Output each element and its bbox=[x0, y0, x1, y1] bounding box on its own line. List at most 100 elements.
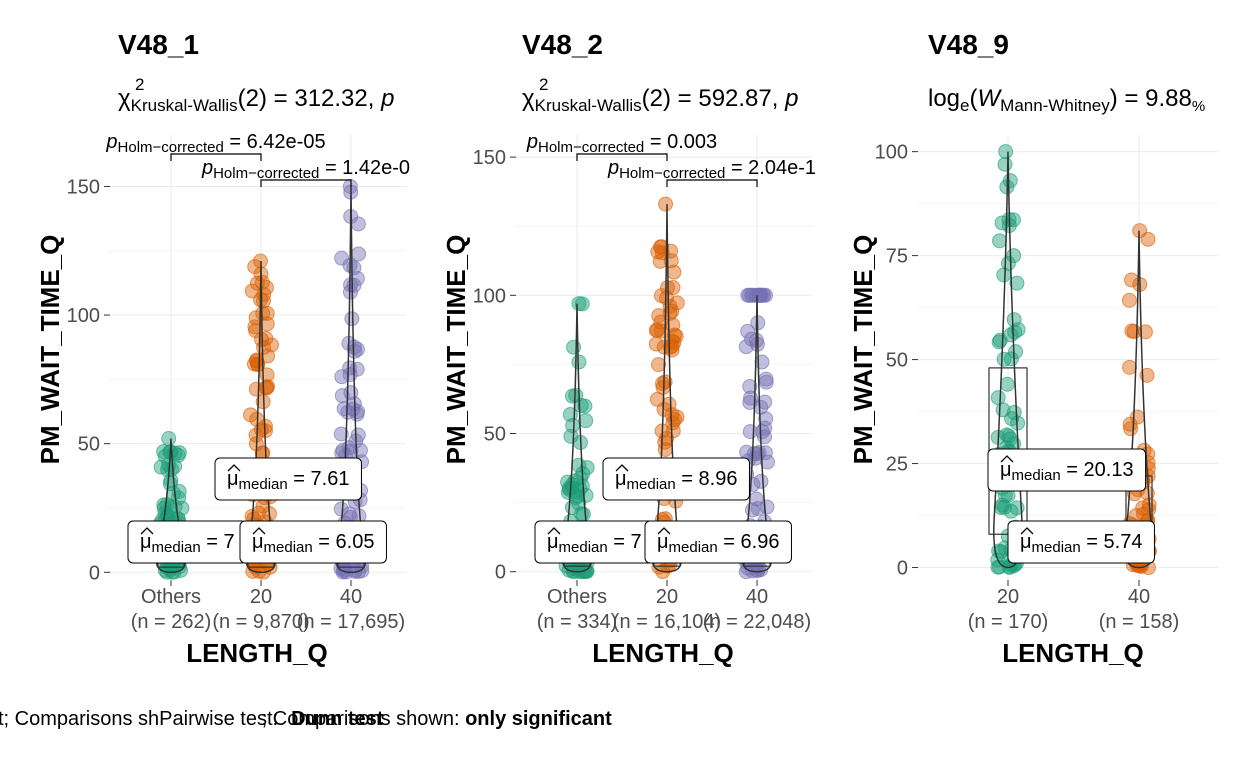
x-tick-label: 40 bbox=[746, 586, 768, 608]
median-label-text: μmedian = 20.13 bbox=[1000, 459, 1134, 484]
data-point bbox=[560, 485, 576, 501]
violin-outline bbox=[742, 295, 772, 573]
data-point bbox=[1008, 344, 1024, 360]
caption-part1: t; Comparisons sh bbox=[0, 708, 160, 730]
data-point bbox=[1001, 428, 1017, 444]
median-label-box bbox=[1007, 520, 1155, 564]
comparison-bracket bbox=[260, 179, 352, 187]
y-tick-label: 100 bbox=[67, 305, 100, 327]
x-tick-n-label: (n = 158) bbox=[1099, 611, 1180, 633]
data-point bbox=[334, 250, 350, 266]
panel-subtitle: χKruskal-Wallis(2) = 592.87, p2 bbox=[522, 75, 798, 115]
y-tick-label: 75 bbox=[886, 246, 908, 268]
data-point bbox=[259, 367, 275, 383]
data-point-max bbox=[658, 196, 674, 212]
data-point bbox=[1124, 272, 1140, 288]
data-point bbox=[349, 361, 365, 377]
data-point bbox=[334, 369, 350, 385]
median-label-box bbox=[602, 457, 750, 501]
data-point bbox=[657, 374, 673, 390]
data-point bbox=[659, 430, 675, 446]
caption-test-name: Dunn test bbox=[291, 708, 384, 730]
caption-line: t; Comparisons shPairwise test: Dunn tes… bbox=[0, 708, 612, 731]
data-point bbox=[351, 246, 367, 262]
data-point bbox=[757, 420, 773, 436]
data-point bbox=[742, 379, 758, 395]
data-point bbox=[350, 427, 366, 443]
data-point bbox=[991, 334, 1007, 350]
x-tick-label: 20 bbox=[250, 586, 272, 608]
data-point bbox=[653, 314, 669, 330]
median-label-box bbox=[214, 457, 362, 501]
x-axis-label: LENGTH_Q bbox=[592, 638, 734, 668]
data-point bbox=[748, 562, 764, 578]
data-point bbox=[1128, 508, 1144, 524]
data-point bbox=[260, 348, 276, 364]
data-point bbox=[174, 500, 190, 516]
data-point bbox=[167, 458, 183, 474]
panel-V48_2: 0 50 100 150 Others (n = 334) 20 (n = 16,104) 40… bbox=[441, 29, 816, 668]
data-point bbox=[744, 331, 760, 347]
x-tick-n-label: (n = 17,695) bbox=[297, 611, 405, 633]
data-point bbox=[667, 327, 683, 343]
comparison-label: pHolm−corrected = 2.04e-1 bbox=[607, 157, 816, 182]
data-point bbox=[753, 473, 769, 489]
x-tick-n-label: (n = 22,048) bbox=[703, 611, 811, 633]
data-point bbox=[664, 303, 680, 319]
data-point bbox=[661, 396, 677, 412]
x-tick-label: Others bbox=[141, 586, 201, 608]
data-point bbox=[344, 311, 360, 327]
data-point bbox=[1006, 312, 1022, 328]
median-label-box bbox=[644, 520, 792, 564]
data-point bbox=[1004, 411, 1020, 427]
data-point bbox=[333, 426, 349, 442]
comparison-bracket bbox=[666, 179, 758, 187]
data-point bbox=[1122, 359, 1138, 375]
caption-pairwise: Pairwise test: bbox=[159, 708, 284, 730]
panel-subtitle: loge(WMann-Whitney) = 9.88% bbox=[928, 85, 1205, 115]
data-point bbox=[244, 283, 260, 299]
median-label: μmedian = 7 bbox=[534, 520, 655, 564]
subtitle-superscript: 2 bbox=[135, 75, 144, 94]
data-point bbox=[248, 427, 264, 443]
median-label-text: μmedian = 6.96 bbox=[657, 531, 779, 556]
panel-title: V48_1 bbox=[118, 29, 199, 60]
panel-V48_1: 0 50 100 150 Others (n = 262) 20 (n = 9,870) 40 (… bbox=[35, 29, 410, 668]
hat-mark bbox=[1000, 455, 1014, 463]
hat-mark bbox=[227, 464, 241, 472]
data-point bbox=[578, 487, 594, 503]
data-point bbox=[1126, 324, 1142, 340]
data-point bbox=[1129, 409, 1145, 425]
data-point bbox=[243, 407, 259, 423]
subtitle-text: loge(WMann-Whitney) = 9.88% bbox=[928, 85, 1205, 115]
violin-outline bbox=[652, 204, 682, 573]
y-tick-label: 100 bbox=[473, 285, 506, 307]
y-axis-label: PM_WAIT_TIME_Q bbox=[441, 235, 471, 465]
data-point bbox=[255, 305, 271, 321]
data-point bbox=[648, 336, 664, 352]
hat-mark bbox=[1020, 527, 1034, 535]
subtitle-text: χKruskal-Wallis(2) = 312.32, p bbox=[118, 85, 394, 115]
x-tick-label: 40 bbox=[1128, 586, 1150, 608]
x-tick-label: 20 bbox=[997, 586, 1019, 608]
data-point bbox=[758, 287, 774, 303]
data-point-max bbox=[571, 296, 587, 312]
comparison-bracket bbox=[576, 153, 668, 161]
data-point bbox=[259, 280, 275, 296]
hat-mark bbox=[140, 527, 154, 535]
panel-subtitle: χKruskal-Wallis(2) = 312.32, p2 bbox=[118, 75, 394, 115]
data-point bbox=[754, 354, 770, 370]
subtitle-text: χKruskal-Wallis(2) = 592.87, p bbox=[522, 85, 798, 115]
median-label-box bbox=[239, 520, 387, 564]
data-point bbox=[990, 390, 1006, 406]
data-point bbox=[334, 388, 350, 404]
data-point bbox=[760, 454, 776, 470]
median-label-text: μmedian = 7.61 bbox=[227, 468, 349, 493]
x-tick-label: 40 bbox=[340, 586, 362, 608]
median-label: μmedian = 7 bbox=[127, 520, 248, 564]
violin-outline bbox=[156, 438, 186, 574]
violin-outline bbox=[562, 303, 592, 573]
violin-outline bbox=[1124, 230, 1154, 569]
gridlines bbox=[918, 135, 1218, 580]
